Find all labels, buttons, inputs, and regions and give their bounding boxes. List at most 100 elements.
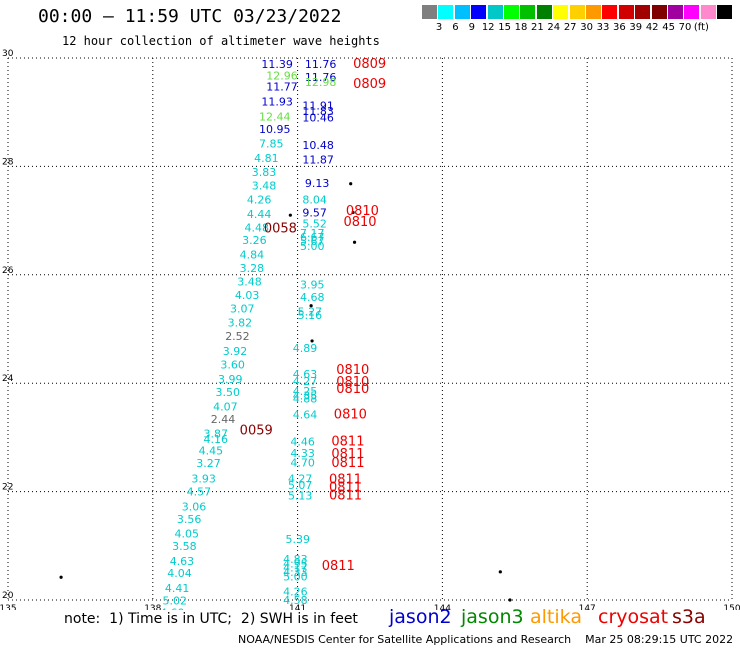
swh-label: 4.83 <box>283 553 308 566</box>
swh-label: 4.70 <box>290 457 315 470</box>
swh-label: 5.39 <box>286 533 311 546</box>
x-tick-label: 141 <box>289 604 306 610</box>
time-label: 0811 <box>331 435 364 450</box>
swh-label: 4.04 <box>167 567 192 580</box>
scale-swatch <box>569 5 585 19</box>
time-label: 0058 <box>264 222 297 237</box>
swh-label: 3.50 <box>216 386 241 399</box>
swh-label: 4.48 <box>245 221 269 234</box>
time-label: 0810 <box>334 407 367 422</box>
scale-swatch <box>487 5 503 19</box>
scale-swatch <box>454 5 470 19</box>
swh-label: 7.17 <box>300 227 325 240</box>
scale-swatch <box>635 5 651 19</box>
swh-label: 8.04 <box>302 193 327 206</box>
time-label: 0810 <box>343 215 376 230</box>
swh-label: 4.64 <box>293 408 318 421</box>
scale-label: 33 <box>596 22 610 33</box>
swh-label: 4.41 <box>165 582 190 595</box>
swh-label: 4.26 <box>247 193 271 206</box>
swh-label: 3.48 <box>237 276 262 289</box>
scale-label: 70 <box>678 22 692 33</box>
swh-label: 11.77 <box>266 81 298 94</box>
swh-label: 4.25 <box>293 385 318 398</box>
swh-label: 2.44 <box>211 413 236 426</box>
time-label: 0059 <box>240 424 273 439</box>
scale-label: 39 <box>629 22 643 33</box>
page-title: 00:00 — 11:59 UTC 03/23/2022 <box>38 6 342 27</box>
scale-label: 45 <box>662 22 675 33</box>
swh-label: 4.05 <box>175 528 200 541</box>
time-label: 0811 <box>331 447 364 462</box>
legend-altika: altika <box>530 606 582 628</box>
swh-label: 5.67 <box>300 235 325 248</box>
scale-swatch <box>717 5 733 19</box>
swh-label: 4.27 <box>293 375 318 388</box>
scale-label: 15 <box>498 22 511 33</box>
swh-label: 4.35 <box>293 389 318 402</box>
island-dot <box>352 240 357 244</box>
map-grid <box>7 57 733 601</box>
swh-label: 3.07 <box>230 303 255 316</box>
x-tick-label: 147 <box>579 604 596 610</box>
island-dot <box>310 339 314 343</box>
legend-jason3: jason3 <box>461 606 524 628</box>
time-label: 0809 <box>353 77 386 92</box>
footer-note: note: 1) Time is in UTC; 2) SWH is in fe… <box>64 611 358 627</box>
scale-swatch <box>422 5 437 19</box>
scale-label: 36 <box>613 22 626 33</box>
credit-line: NOAA/NESDIS Center for Satellite Applica… <box>238 633 734 646</box>
scale-label: 9 <box>468 22 475 33</box>
x-tick-label: 135 <box>0 604 17 610</box>
swh-label: 6.67 <box>300 231 325 244</box>
swh-label: 3.99 <box>218 373 243 386</box>
swh-label: 5.07 <box>288 479 313 492</box>
swh-label: 4.60 <box>160 606 185 610</box>
swh-label: 12.96 <box>266 70 298 83</box>
swh-label: 4.45 <box>199 445 224 458</box>
x-tick-label: 144 <box>434 604 451 610</box>
island-dot <box>498 570 502 574</box>
swh-label: 4.17 <box>283 561 308 574</box>
swh-label: 10.95 <box>259 123 291 136</box>
legend-cryosat: cryosat <box>598 606 669 628</box>
island-dot <box>309 304 313 308</box>
scale-swatch <box>471 5 487 19</box>
swh-label: 10.46 <box>302 111 334 124</box>
swh-label: 3.56 <box>177 513 202 526</box>
scale-label: 3 <box>435 22 443 33</box>
scale-swatch <box>553 5 569 19</box>
swh-label: 11.93 <box>261 96 293 109</box>
scale-swatch <box>684 5 700 19</box>
scale-label: 21 <box>531 22 544 33</box>
swh-label: 11.87 <box>302 154 334 167</box>
swh-label: 5.02 <box>162 594 187 607</box>
swh-label: 3.26 <box>242 234 266 247</box>
swh-label: 5.27 <box>298 305 323 318</box>
swh-label: 5.00 <box>300 240 325 253</box>
swh-label: 4.07 <box>213 400 238 413</box>
y-tick-label: 30 <box>2 49 14 59</box>
legend-s3a: s3a <box>672 606 706 628</box>
swh-label: 9.13 <box>305 177 330 190</box>
swh-label: 3.83 <box>252 166 277 179</box>
swh-label: 4.26 <box>283 586 308 599</box>
swh-label: 3.28 <box>240 262 265 275</box>
scale-swatch <box>504 5 519 19</box>
scale-swatch <box>438 5 454 19</box>
time-label: 0810 <box>346 204 379 219</box>
legend-jason2: jason2 <box>389 606 452 628</box>
swh-label: 4.88 <box>293 393 318 406</box>
swh-label: 9.57 <box>302 206 327 219</box>
x-tick-label: 138 <box>144 604 161 610</box>
swh-label: 3.95 <box>300 278 325 291</box>
swh-label: 12.44 <box>259 110 291 123</box>
time-label: 0811 <box>329 489 362 504</box>
swh-label: 4.95 <box>283 557 308 570</box>
swh-label: 3.92 <box>223 345 248 358</box>
scale-label: (ft) <box>693 22 709 33</box>
swh-label: 4.58 <box>283 594 308 607</box>
swh-label: 3.06 <box>182 501 207 514</box>
